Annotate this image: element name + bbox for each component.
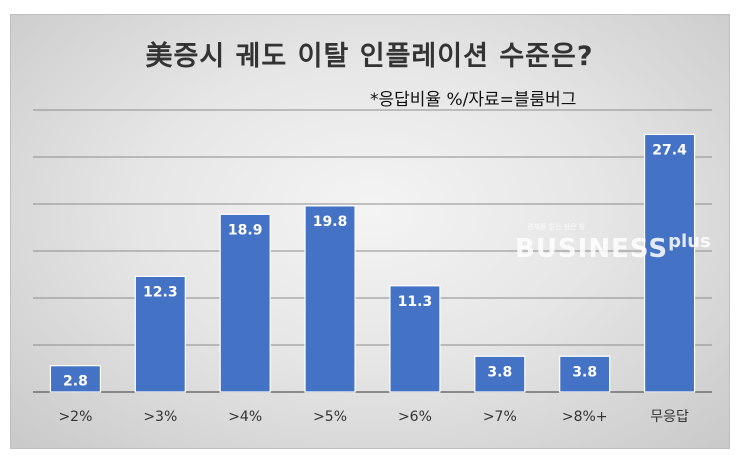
- data-label: 3.8: [487, 364, 512, 380]
- watermark-logo: 경제를 읽는 참은 창 BUSINESSplus: [515, 222, 711, 264]
- chart-subtitle: *응답비율 %/자료=블룸버그: [370, 90, 577, 110]
- bar: [559, 355, 611, 393]
- x-tick-label: >3%: [143, 409, 177, 425]
- data-label: 3.8: [572, 364, 597, 380]
- watermark-tagline: 경제를 읽는 참은 창: [527, 223, 586, 231]
- bar: [304, 205, 356, 393]
- bar: [643, 133, 696, 393]
- data-label: 19.8: [313, 214, 348, 230]
- bar: [474, 355, 526, 393]
- bar: [49, 365, 102, 393]
- watermark-brand: BUSINESS: [515, 234, 669, 264]
- bar: [134, 275, 186, 393]
- data-label: 18.9: [228, 222, 263, 238]
- watermark-suffix: plus: [668, 231, 711, 252]
- data-label: 12.3: [143, 284, 178, 300]
- data-label: 27.4: [652, 142, 687, 158]
- data-label: 11.3: [398, 294, 433, 310]
- x-tick-label: >5%: [313, 409, 347, 425]
- x-tick-label: >7%: [483, 409, 517, 425]
- x-tick-label: >6%: [398, 409, 432, 425]
- chart-title: 美증시 궤도 이탈 인플레이션 수준은?: [145, 41, 594, 72]
- data-label: 2.8: [63, 374, 88, 390]
- x-tick-label: >4%: [228, 409, 262, 425]
- x-tick-label: 무응답: [650, 409, 689, 425]
- bar: [389, 285, 441, 393]
- x-tick-label: >2%: [58, 409, 92, 425]
- x-tick-label: >8%+: [562, 409, 608, 425]
- bar: [219, 213, 271, 393]
